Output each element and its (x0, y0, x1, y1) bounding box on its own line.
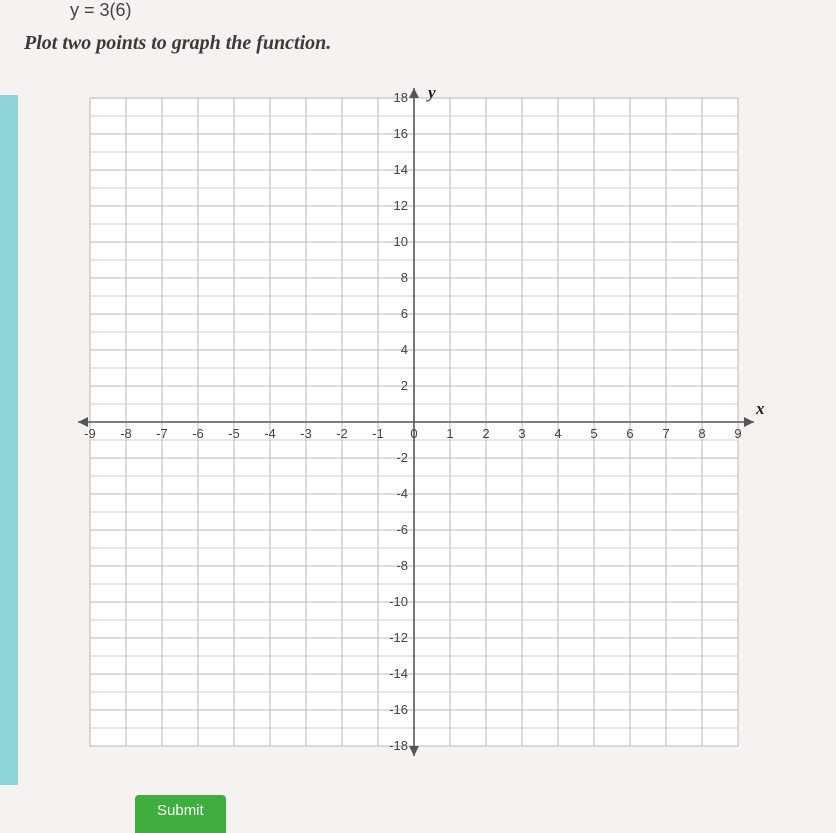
svg-text:8: 8 (698, 426, 705, 441)
svg-text:0: 0 (410, 426, 417, 441)
svg-text:-7: -7 (156, 426, 168, 441)
instruction-text: Plot two points to graph the function. (24, 32, 331, 55)
svg-text:9: 9 (734, 426, 741, 441)
svg-text:5: 5 (590, 426, 597, 441)
svg-text:7: 7 (662, 426, 669, 441)
svg-text:-9: -9 (84, 426, 96, 441)
svg-text:6: 6 (401, 306, 408, 321)
svg-text:3: 3 (518, 426, 525, 441)
svg-text:-4: -4 (264, 426, 276, 441)
svg-text:-6: -6 (396, 522, 408, 537)
svg-text:-2: -2 (396, 450, 408, 465)
submit-button-label: Submit (157, 802, 204, 819)
svg-text:6: 6 (626, 426, 633, 441)
svg-text:x: x (755, 399, 765, 418)
svg-text:4: 4 (401, 342, 408, 357)
svg-text:-8: -8 (120, 426, 132, 441)
svg-text:-8: -8 (396, 558, 408, 573)
svg-text:12: 12 (394, 198, 408, 213)
svg-text:2: 2 (401, 378, 408, 393)
page-left-accent (0, 95, 18, 785)
svg-text:14: 14 (394, 162, 408, 177)
equation-text: y = 3(6) (70, 0, 132, 21)
svg-text:-12: -12 (389, 630, 408, 645)
svg-text:4: 4 (554, 426, 561, 441)
submit-button[interactable]: Submit (135, 795, 226, 833)
svg-text:2: 2 (482, 426, 489, 441)
svg-text:-18: -18 (389, 738, 408, 753)
svg-text:-2: -2 (336, 426, 348, 441)
svg-text:-16: -16 (389, 702, 408, 717)
svg-text:-5: -5 (228, 426, 240, 441)
svg-text:-4: -4 (396, 486, 408, 501)
coordinate-grid[interactable]: -9-8-7-6-5-4-3-2-10123456789181614121086… (70, 82, 810, 782)
svg-text:-6: -6 (192, 426, 204, 441)
svg-text:-1: -1 (372, 426, 384, 441)
svg-text:-10: -10 (389, 594, 408, 609)
svg-text:-3: -3 (300, 426, 312, 441)
svg-text:16: 16 (394, 126, 408, 141)
svg-text:y: y (426, 83, 436, 102)
svg-text:8: 8 (401, 270, 408, 285)
svg-text:-14: -14 (389, 666, 408, 681)
graph-area[interactable]: -9-8-7-6-5-4-3-2-10123456789181614121086… (70, 82, 810, 782)
svg-text:18: 18 (394, 90, 408, 105)
svg-text:10: 10 (394, 234, 408, 249)
svg-text:1: 1 (446, 426, 453, 441)
